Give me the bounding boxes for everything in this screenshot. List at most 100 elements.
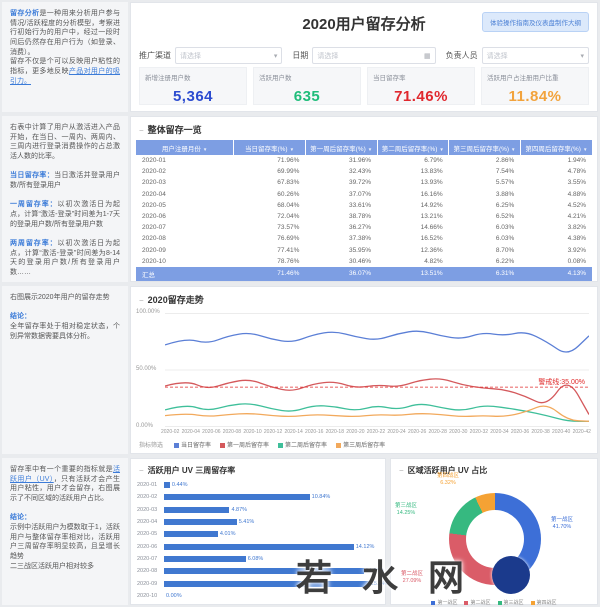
column-header-5[interactable]: 第四周后留存率(%) ▼ <box>520 140 592 155</box>
table-row: 2020-03 67.83% 39.72% 13.93% 5.57% 3.55% <box>136 177 592 188</box>
channel-input[interactable]: 请选择 ▾ <box>175 47 283 64</box>
legend-swatch <box>278 442 284 448</box>
table-cell: 77.41% <box>277 246 300 254</box>
x-axis-labels: 2020-02 2020-04 2020-06 2020-08 2020-10 2020-… <box>161 429 591 435</box>
retention-table-card: − 整体留存一览 用户注册月份 ▼ 当日留存率(%) ▼ 第一周后留存率(%) ▼ 第二周后留… <box>130 116 598 282</box>
sort-icon: ▼ <box>439 146 444 152</box>
table-cell: 60.26% <box>277 190 300 198</box>
collapse-icon[interactable]: − <box>399 466 404 475</box>
legend-item[interactable]: 第一周后留存率 <box>220 440 269 449</box>
filter-placeholder: 请选择 <box>486 52 508 60</box>
table-title: − 整体留存一览 <box>131 117 597 140</box>
bar-value-label: 14.85% <box>365 568 385 575</box>
table-row: 2020-07 73.57% 36.27% 14.66% 6.03% 3.82% <box>136 222 592 233</box>
table-cell: 31.96% <box>348 157 371 165</box>
bar-category-label: 2020-06 <box>137 543 158 550</box>
table-cell: 35.95% <box>348 246 371 254</box>
pie-chart-legend: 第一战区 第二战区 第三战区 第四战区 <box>391 599 597 606</box>
guide-button[interactable]: 体验操作指南及仪表盘制作大纲 <box>482 12 589 32</box>
bar <box>164 555 246 562</box>
sidebar-text: 两周留存率： <box>10 239 58 247</box>
bar-track: 4.87% <box>164 506 379 513</box>
column-header-2[interactable]: 第一周后留存率(%) ▼ <box>305 140 378 155</box>
bar <box>164 519 237 526</box>
table-cell: 33.61% <box>348 201 371 209</box>
bar-track: 14.12% <box>164 543 379 550</box>
table-cell: 16.52% <box>420 235 443 243</box>
legend-swatch <box>530 600 535 605</box>
sort-icon: ▼ <box>367 146 373 152</box>
bar-value-label: 4.01% <box>219 531 236 538</box>
pie-label-region2: 第二战区 27.09% <box>401 571 424 584</box>
table-cell: 4.82% <box>424 257 443 265</box>
owner-input[interactable]: 请选择 ▾ <box>481 47 589 64</box>
summary-cell: 6.31% <box>448 266 521 282</box>
donut-chart <box>449 493 541 585</box>
bar-track: 10.84% <box>164 494 379 501</box>
pie-legend-item[interactable]: 第三战区 <box>497 599 524 606</box>
sort-icon: ▼ <box>202 146 208 152</box>
bar <box>164 494 310 501</box>
trend-chart-title: −2020留存走势 <box>131 287 597 310</box>
pie-legend-item[interactable]: 第四战区 <box>530 599 557 606</box>
date-input[interactable]: 请选择 ▦ <box>312 47 436 64</box>
table-cell: 6.52% <box>495 213 515 221</box>
kpi-card-1: 活跃用户数 635 <box>253 67 361 105</box>
table-cell: 1.94% <box>567 157 586 165</box>
pie-label-region1: 第一战区 41.70% <box>551 517 574 530</box>
table-cell: 2020-05 <box>142 201 166 209</box>
bar-value-label: 14.12% <box>355 543 375 550</box>
sidebar-text: 以初次激活日为起点，计算“激活-登录”时间差为1-7天的登录用户数/所有登录用户… <box>10 201 121 228</box>
sidebar-link[interactable]: 产品对用户的吸引力。 <box>10 67 121 85</box>
bar-track: 5.41% <box>164 519 379 526</box>
line-series-1 <box>164 378 590 415</box>
column-header-1[interactable]: 当日留存率(%) ▼ <box>233 140 306 155</box>
sidebar-text: 以初次激活日为起点，计算“激活-登录”时间差为8-14天的登录用户数/所有登录用… <box>10 239 121 276</box>
legend-item[interactable]: 当日留存率 <box>174 440 211 449</box>
sort-icon: ▼ <box>289 146 295 152</box>
kpi-label: 活跃用户占注册用户比重 <box>487 75 559 82</box>
summary-cell: 36.07% <box>305 266 377 282</box>
x-tick-label: 2020-02 <box>161 429 180 435</box>
pie-legend-item[interactable]: 第二战区 <box>464 599 491 606</box>
legend-swatch <box>497 600 502 605</box>
sidebar-link[interactable]: 活跃用户（UV） <box>10 466 120 483</box>
table-row: 2020-08 76.69% 37.38% 16.52% 6.03% 4.38% <box>136 233 592 244</box>
table-row: 2020-04 60.26% 37.07% 16.16% 3.88% 4.88% <box>136 189 592 200</box>
x-tick-label: 2020-28 <box>428 429 447 435</box>
chevron-down-icon: ▾ <box>580 52 584 60</box>
sort-icon: ▼ <box>511 146 516 152</box>
legend-item[interactable]: 第三周后留存率 <box>336 440 385 449</box>
table-cell: 4.78% <box>567 168 586 176</box>
bar-track: 0.44% <box>164 482 379 489</box>
pie-label-region4: 第四战区 6.32% <box>437 473 460 486</box>
bar-track: 14.85% <box>164 568 384 575</box>
table-cell: 6.22% <box>495 257 515 265</box>
sidebar-text: 右图展示2020年用户的留存走势 <box>10 294 110 301</box>
collapse-icon[interactable]: − <box>139 296 144 305</box>
column-header-3[interactable]: 第二周后留存率(%) ▼ <box>377 140 450 155</box>
sidebar-text: 全年留存率处于相对稳定状态，个别异常数据需要具体分析。 <box>10 322 120 340</box>
bar-chart-title: − 活跃用户 UV 三周留存率 <box>131 459 385 480</box>
legend-swatch <box>464 600 469 605</box>
column-header-0[interactable]: 用户注册月份 ▼ <box>136 140 235 155</box>
column-header-4[interactable]: 第三周后留存率(%) ▼ <box>448 140 521 155</box>
sidebar-text: 留存不仅是个可以反映用户粘性的指标，更多地反映 <box>10 58 120 75</box>
y-tick-50: 50.00% <box>136 366 157 372</box>
table-cell: 2020-09 <box>142 246 166 254</box>
pie-legend-item[interactable]: 第一战区 <box>431 599 457 606</box>
bar-track: 4.01% <box>164 531 379 538</box>
collapse-icon[interactable]: − <box>139 466 144 475</box>
page-title: 2020用户留存分析 <box>302 16 426 33</box>
filter-label-owner: 负责人员 <box>445 51 478 60</box>
sidebar-note-active: 留存率中有一个重要的指标就是活跃用户（UV），只有活跃才会产生用户粘性，用户才会… <box>2 458 128 605</box>
collapse-icon[interactable]: − <box>139 126 144 135</box>
calendar-icon: ▦ <box>424 52 431 60</box>
trend-title-text: 2020留存走势 <box>147 295 204 305</box>
legend-title: 指标筛选 <box>139 443 164 449</box>
table-cell: 2.86% <box>495 157 515 165</box>
sidebar-note-table: 右表中计算了用户从激活进入产品开始，在当日、一周内、两周内、三周内进行登录消费操… <box>2 116 128 282</box>
kpi-label: 当日留存率 <box>373 75 406 82</box>
table-cell: 2020-01 <box>142 157 166 165</box>
legend-item[interactable]: 第二周后留存率 <box>278 440 327 449</box>
